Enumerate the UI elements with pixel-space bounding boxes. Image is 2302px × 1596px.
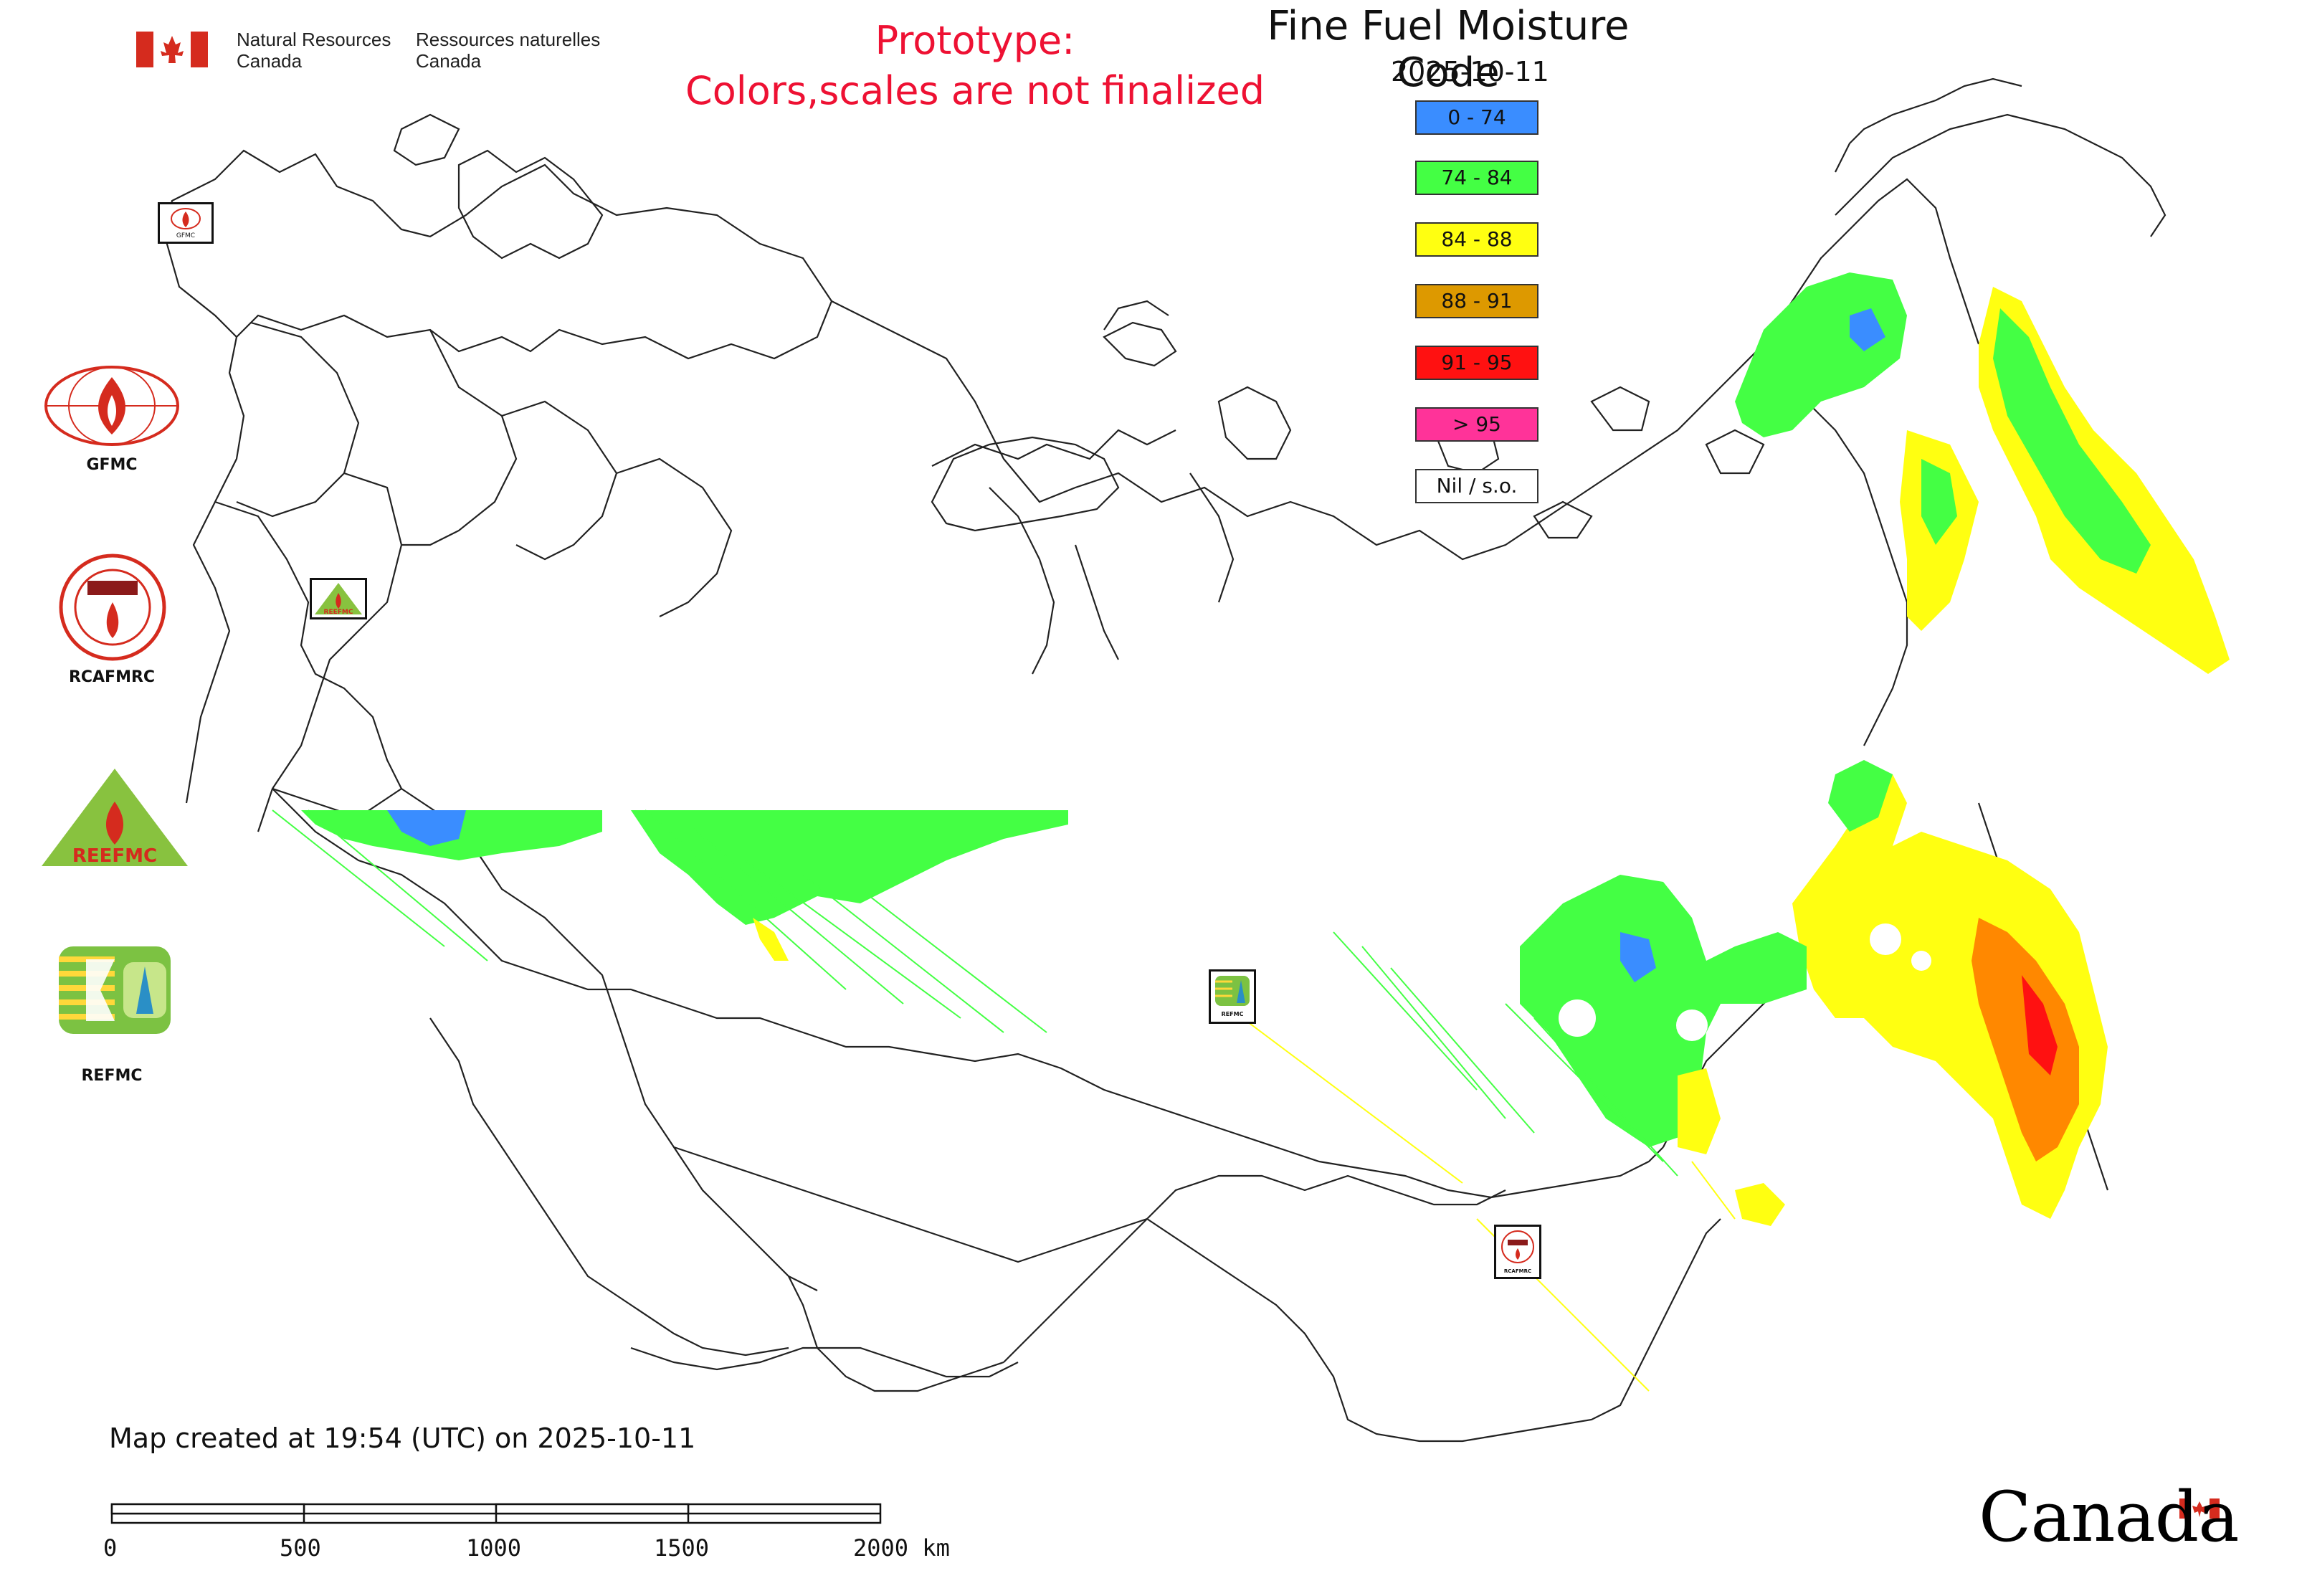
country-borders [163,77,2167,1443]
scale-tick-500: 500 [280,1534,321,1562]
svg-text:REEFMC: REEFMC [72,845,157,867]
canada-wordmark-flag-icon [2179,1498,2220,1519]
legend-item-88-91: 88 - 91 [1415,284,1538,318]
gfmc-marker-label: GFMC [176,232,195,239]
refmc-logo-icon [59,946,171,1034]
prototype-notice: Prototype: Colors,scales are not finaliz… [685,18,1265,113]
scale-tick-1000: 1000 [466,1534,522,1562]
gfmc-logo-icon [44,366,179,446]
legend-item-84-88: 84 - 88 [1415,222,1538,257]
legend-item-nil: Nil / s.o. [1415,469,1538,503]
org-label-refmc: REFMC [81,1067,143,1085]
scale-tick-1500: 1500 [654,1534,710,1562]
canada-flag-icon [136,32,208,67]
canada-wordmark: Canada [1979,1477,2239,1557]
gfmc-marker-icon: GFMC [158,202,214,244]
ffmc-fields [272,272,2230,1392]
refmc-marker-icon: REFMC [1209,969,1256,1024]
map-created-note: Map created at 19:54 (UTC) on 2025-10-11 [109,1422,696,1454]
reefmc-marker-icon: REEFMC [310,578,367,619]
map-title: Fine Fuel Moisture Code [1267,3,1630,96]
org-label-rcafmrc: RCAFMRC [68,668,156,686]
refmc-marker-label: REFMC [1222,1011,1244,1017]
map-date: 2025-10-11 [1391,56,1549,87]
scale-bar [110,1503,882,1524]
legend-item-0-74: 0 - 74 [1415,100,1538,135]
legend-item-91-95: 91 - 95 [1415,346,1538,380]
reefmc-logo-icon: REEFMC [42,769,188,867]
legend-item-gt95: > 95 [1415,407,1538,442]
scale-tick-2000: 2000 km [853,1534,950,1562]
org-label-gfmc: GFMC [86,456,138,474]
agency-name-fr: Ressources naturelles Canada [416,29,601,72]
rcafmrc-logo-icon [59,554,166,661]
scale-tick-0: 0 [103,1534,118,1562]
reefmc-marker-label: REEFMC [324,609,353,616]
legend-item-74-84: 74 - 84 [1415,161,1538,195]
agency-name-en: Natural Resources Canada [237,29,391,72]
rcafmrc-marker-icon: RCAFMRC [1494,1225,1541,1279]
rcafmrc-marker-label: RCAFMRC [1504,1268,1531,1274]
